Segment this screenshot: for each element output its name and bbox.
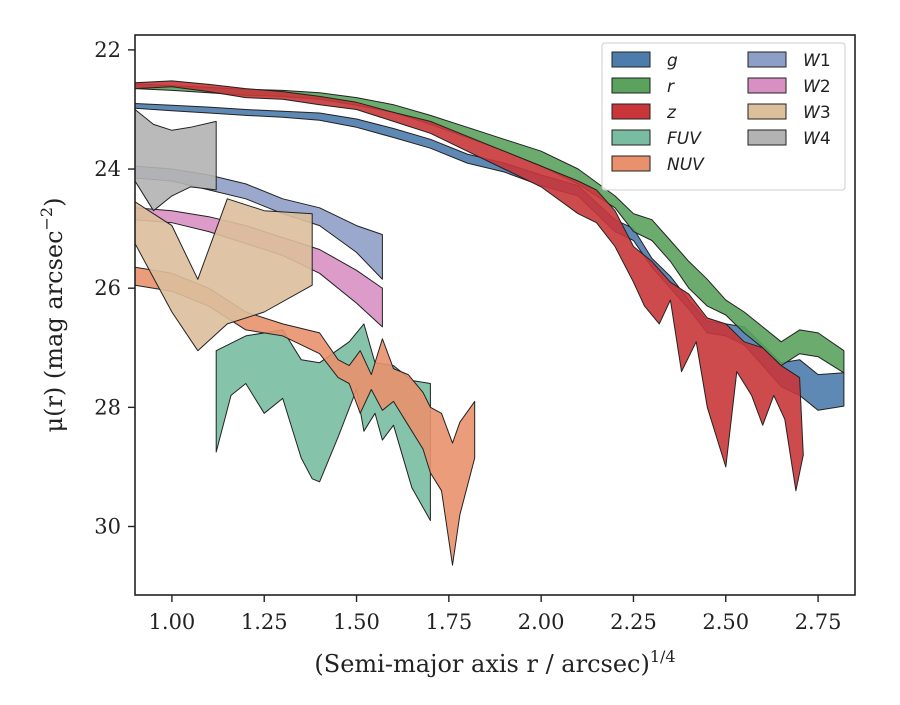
- x-tick-label: 1.75: [425, 610, 472, 634]
- x-tick-label: 2.00: [518, 610, 565, 634]
- legend-label: g: [667, 51, 678, 71]
- y-tick-label: 22: [94, 38, 121, 62]
- legend-label: z: [666, 103, 677, 123]
- bands-layer: [135, 80, 845, 566]
- legend-label: W1: [803, 51, 831, 71]
- legend-label: r: [667, 77, 675, 97]
- x-tick-label: 2.75: [795, 610, 842, 634]
- legend-swatch: [611, 77, 651, 94]
- y-tick-label: 28: [94, 395, 121, 419]
- y-axis: 22 24 26 28 30: [94, 38, 135, 538]
- band-z: [135, 80, 804, 492]
- x-tick-label: 1.50: [333, 610, 380, 634]
- legend-entry-z: z: [611, 103, 677, 123]
- legend-entry-nuv: NUV: [611, 155, 705, 175]
- x-tick-label: 1.00: [149, 610, 196, 634]
- legend-entry-g: g: [611, 51, 678, 71]
- legend-entry-w2: W2: [747, 77, 831, 97]
- x-tick-label: 1.25: [241, 610, 288, 634]
- x-axis: 1.00 1.25 1.50 1.75 2.00 2.25 2.50 2.75: [149, 595, 842, 634]
- legend-swatch: [611, 155, 651, 172]
- x-axis-label: (Semi-major axis r / arcsec)1/4: [314, 647, 675, 678]
- legend-label: W4: [803, 129, 831, 149]
- legend-entry-r: r: [611, 77, 675, 97]
- y-tick-label: 24: [94, 157, 121, 181]
- band-g: [135, 103, 845, 411]
- y-axis-label: μ(r) (mag arcsec−2): [37, 198, 68, 433]
- x-tick-label: 2.50: [702, 610, 749, 634]
- legend-entry-fuv: FUV: [611, 129, 702, 149]
- band-w3: [135, 198, 313, 352]
- legend-swatch: [747, 51, 787, 68]
- legend-label: FUV: [667, 129, 702, 149]
- band-w4: [135, 109, 217, 212]
- legend-swatch: [611, 129, 651, 146]
- legend-label: W3: [803, 103, 831, 123]
- legend-entry-w3: W3: [747, 103, 831, 123]
- legend-entry-w1: W1: [747, 51, 831, 71]
- legend: grz FUV NUV W1 W2 W3 W4: [601, 42, 846, 191]
- legend-swatch: [747, 129, 787, 146]
- legend-swatch: [747, 77, 787, 94]
- plot-frame: [134, 34, 856, 596]
- legend-label: NUV: [667, 155, 705, 175]
- y-tick-label: 26: [94, 276, 121, 300]
- legend-swatch: [611, 103, 651, 120]
- legend-entry-w4: W4: [747, 129, 831, 149]
- y-tick-label: 30: [94, 514, 121, 538]
- legend-swatch: [611, 51, 651, 68]
- legend-swatch: [747, 103, 787, 120]
- band-nuv: [135, 266, 476, 566]
- legend-label: W2: [803, 77, 831, 97]
- x-tick-label: 2.25: [610, 610, 657, 634]
